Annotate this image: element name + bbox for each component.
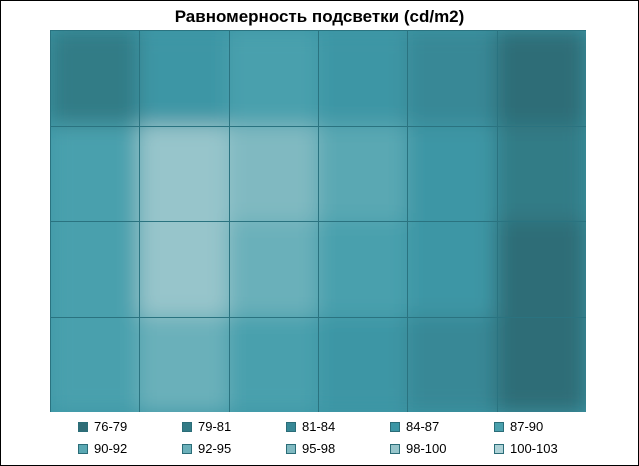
heat-cell-r1-c3 — [317, 124, 409, 222]
legend-swatch — [390, 421, 400, 432]
legend-item: 84-87 — [390, 418, 439, 436]
heat-cell-r2-c0 — [50, 220, 141, 318]
heat-cell-r3-c1 — [138, 315, 230, 412]
legend-swatch — [494, 421, 504, 432]
heat-cell-r1-c4 — [406, 124, 498, 222]
heat-cell-r0-c1 — [138, 30, 230, 127]
contour-bands — [50, 30, 586, 412]
heat-cell-r2-c5 — [495, 220, 586, 318]
heat-cell-r0-c2 — [227, 30, 319, 127]
heat-cell-r2-c2 — [227, 220, 319, 318]
plot-grid — [50, 30, 586, 412]
legend-item: 92-95 — [182, 440, 231, 458]
legend-item: 98-100 — [390, 440, 446, 458]
heat-cell-r3-c3 — [317, 315, 409, 412]
legend-swatch — [494, 443, 504, 454]
chart-title: Равномерность подсветки (cd/m2) — [174, 7, 465, 26]
heat-cell-r1-c5 — [495, 124, 586, 222]
legend-label: 95-98 — [302, 441, 336, 456]
heat-cell-r3-c5 — [495, 315, 586, 412]
legend-label: 98-100 — [406, 441, 447, 456]
heat-cell-r0-c3 — [317, 30, 409, 127]
heat-cell-r3-c2 — [227, 315, 319, 412]
heat-cell-r2-c3 — [317, 220, 409, 318]
legend-item: 90-92 — [78, 440, 127, 458]
legend-label: 92-95 — [198, 441, 232, 456]
heat-cell-r3-c4 — [406, 315, 498, 412]
heat-cell-r1-c2 — [227, 124, 319, 222]
legend-item: 100-103 — [494, 440, 558, 458]
legend-label: 90-92 — [94, 441, 128, 456]
legend-label: 100-103 — [510, 441, 558, 456]
legend-label: 81-84 — [302, 419, 336, 434]
heat-cell-r3-c0 — [50, 315, 141, 412]
heat-cell-r1-c0 — [50, 124, 141, 222]
legend-swatch — [78, 443, 88, 454]
heat-cell-r0-c4 — [406, 30, 498, 127]
heat-cell-r0-c0 — [50, 30, 141, 127]
legend: 76-79 79-81 81-84 84-87 87-90 90-92 92-95 95-98… — [78, 418, 608, 462]
legend-item: 79-81 — [182, 418, 231, 436]
legend-swatch — [78, 421, 88, 432]
legend-swatch — [286, 421, 296, 432]
legend-label: 76-79 — [94, 419, 128, 434]
legend-swatch — [286, 443, 296, 454]
contour-plot — [50, 30, 586, 412]
legend-swatch — [390, 443, 400, 454]
heat-cell-r2-c1 — [138, 220, 230, 318]
legend-label: 79-81 — [198, 419, 232, 434]
legend-item: 95-98 — [286, 440, 335, 458]
legend-item: 87-90 — [494, 418, 543, 436]
legend-swatch — [182, 421, 192, 432]
legend-item: 76-79 — [78, 418, 127, 436]
heat-cell-r1-c1 — [138, 124, 230, 222]
legend-label: 84-87 — [406, 419, 440, 434]
heat-cell-r2-c4 — [406, 220, 498, 318]
legend-item: 81-84 — [286, 418, 335, 436]
heat-cell-r0-c5 — [495, 30, 586, 127]
legend-swatch — [182, 443, 192, 454]
legend-label: 87-90 — [510, 419, 544, 434]
